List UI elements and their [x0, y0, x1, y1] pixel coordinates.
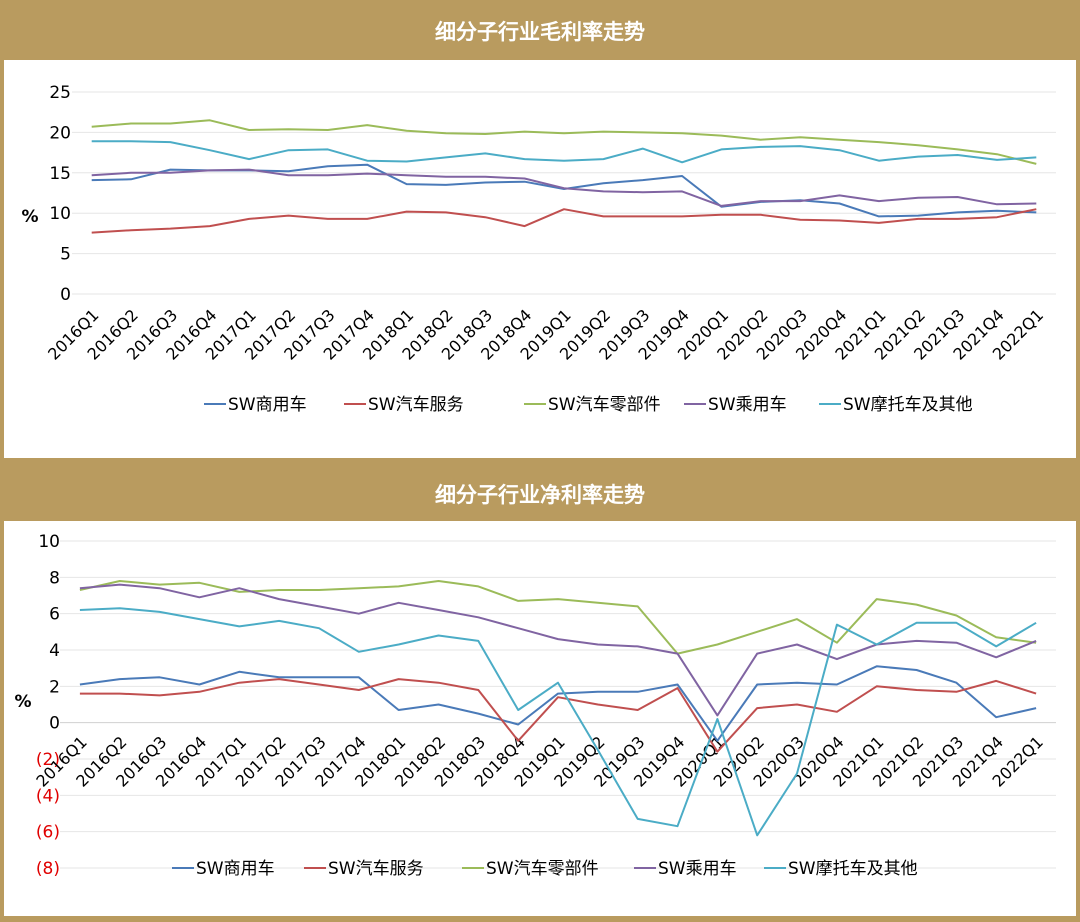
series-line	[79, 665, 1037, 742]
net-chart-title-bar: 细分子行业净利率走势	[0, 462, 1080, 520]
gross-chart-title-bar: 细分子行业毛利率走势	[0, 0, 1080, 60]
y-tick-label: (2)	[36, 750, 60, 770]
y-tick-label: 0	[49, 714, 60, 734]
legend-label: SW汽车零部件	[486, 859, 599, 879]
legend-label: SW汽车零部件	[548, 395, 661, 415]
y-tick-label: (6)	[36, 823, 60, 843]
y-tick-label: 8	[49, 568, 60, 588]
y-tick-label: 10	[38, 532, 60, 552]
y-tick-label: (8)	[36, 859, 60, 879]
net-chart-title: 细分子行业净利率走势	[435, 483, 645, 507]
net-margin-chart: (8)(6)(4)(2)0246810%2016Q12016Q22016Q320…	[14, 532, 1056, 879]
y-axis-label: %	[21, 207, 38, 227]
legend-label: SW商用车	[196, 859, 275, 879]
gross-chart-area: 0 5 10 15 20 25% 2016Q1 2016Q2 2016Q3 2016Q4 2017Q…	[4, 60, 1076, 458]
series-line	[91, 119, 1037, 165]
legend-label: SW汽车服务	[368, 395, 464, 415]
y-tick-label: 2	[49, 677, 60, 697]
series-line	[91, 168, 1037, 207]
series-line	[79, 607, 1037, 837]
series-line	[91, 208, 1037, 234]
legend-label: SW摩托车及其他	[843, 395, 973, 415]
y-tick-label: 20	[49, 123, 71, 143]
legend-label: SW乘用车	[658, 859, 737, 879]
net-chart-area: (8) (6) (4) (2) 0 2 4 6 8 10% 2016Q1 2016Q2 2016Q3 20…	[4, 521, 1076, 916]
legend-label: SW摩托车及其他	[788, 859, 918, 879]
legend-label: SW商用车	[228, 395, 307, 415]
gross-margin-chart: 0510152025%2016Q12016Q22016Q32016Q42017Q…	[21, 83, 1056, 415]
y-tick-label: 10	[49, 204, 71, 224]
y-tick-label: 0	[60, 285, 71, 305]
y-tick-label: (4)	[36, 786, 60, 806]
y-tick-label: 15	[49, 164, 71, 184]
y-axis-label: %	[14, 692, 31, 712]
series-line	[79, 580, 1037, 655]
series-line	[91, 140, 1037, 164]
y-tick-label: 6	[49, 605, 60, 625]
gross-chart-title: 细分子行业毛利率走势	[435, 20, 645, 44]
series-line	[79, 678, 1037, 753]
y-tick-label: 4	[49, 641, 60, 661]
legend-label: SW汽车服务	[328, 859, 424, 879]
y-tick-label: 5	[60, 245, 71, 265]
y-tick-label: 25	[49, 83, 71, 103]
legend-label: SW乘用车	[708, 395, 787, 415]
